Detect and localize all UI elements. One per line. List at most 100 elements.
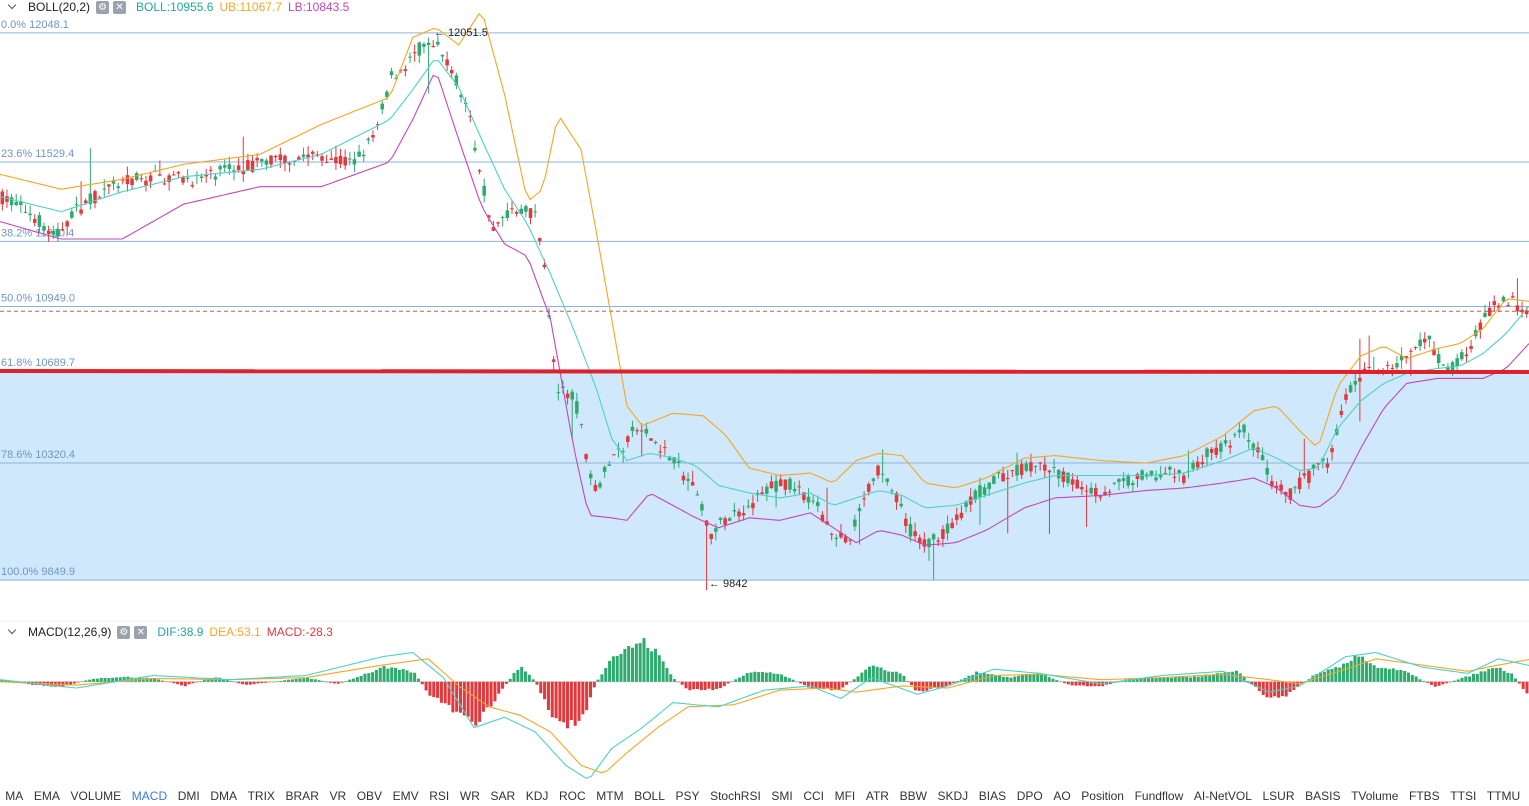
tab-mfi[interactable]: MFI — [834, 789, 856, 803]
macd-histogram-bar — [7, 680, 11, 682]
candle — [412, 44, 417, 62]
macd-histogram-bar — [0, 679, 4, 682]
tab-dpo[interactable]: DPO — [1016, 789, 1043, 803]
close-icon[interactable]: ✕ — [134, 625, 148, 639]
candle — [361, 149, 366, 162]
tab-dmi[interactable]: DMI — [177, 789, 200, 803]
candle — [9, 194, 14, 212]
collapse-chevron-icon[interactable] — [8, 627, 18, 637]
candle — [255, 153, 259, 168]
gear-icon[interactable]: ⚙ — [117, 625, 131, 639]
macd-histogram-bar — [202, 680, 206, 682]
tab-volume[interactable]: VOLUME — [70, 789, 122, 803]
macd-histogram-bar — [378, 667, 382, 682]
macd-histogram-bar — [757, 672, 761, 682]
support-line[interactable] — [0, 369, 1529, 375]
tab-bias[interactable]: BIAS — [978, 789, 1007, 803]
candle — [371, 130, 375, 142]
tab-fundflow[interactable]: Fundflow — [1134, 789, 1184, 803]
tab-skdj[interactable]: SKDJ — [937, 789, 969, 803]
candle — [1038, 461, 1042, 471]
candle — [1487, 301, 1492, 317]
macd-histogram-bar — [401, 669, 405, 682]
candle — [148, 171, 153, 189]
close-icon[interactable]: ✕ — [113, 0, 127, 14]
macd-histogram-bar — [88, 679, 92, 682]
tab-psy[interactable]: PSY — [675, 789, 700, 803]
tab-ema[interactable]: EMA — [33, 789, 60, 803]
tab-macd[interactable]: MACD — [131, 789, 168, 803]
macd-histogram-bar — [1154, 677, 1158, 682]
macd-histogram-bar — [936, 681, 940, 689]
tab-brar[interactable]: BRAR — [285, 789, 319, 803]
gear-icon[interactable]: ⚙ — [96, 0, 110, 14]
tab-kdj[interactable]: KDJ — [525, 789, 549, 803]
tab-ttmu[interactable]: TTMU — [1486, 789, 1521, 803]
tab-position[interactable]: Position — [1081, 789, 1124, 803]
macd-histogram-bar — [818, 681, 822, 689]
macd-histogram-bar — [940, 681, 944, 688]
tab-dma[interactable]: DMA — [210, 789, 237, 803]
candle — [1223, 434, 1228, 447]
collapse-chevron-icon[interactable] — [8, 2, 18, 12]
candle — [236, 157, 241, 173]
macd-histogram-bar — [707, 681, 711, 689]
tab-stochrsi[interactable]: StochRSI — [710, 789, 761, 803]
fib-label: 23.6% 11529.4 — [1, 148, 74, 160]
tab-tvolume[interactable]: TVolume — [1351, 789, 1399, 803]
macd-histogram-bar — [141, 678, 145, 682]
candle — [959, 505, 964, 521]
tab-ai-bsi[interactable]: AI-BSI — [1526, 789, 1529, 803]
macd-histogram-bar — [1479, 671, 1483, 682]
macd-histogram-bar — [1471, 673, 1475, 682]
tab-ao[interactable]: AO — [1053, 789, 1071, 803]
candle — [778, 474, 783, 487]
tab-cci[interactable]: CCI — [803, 789, 824, 803]
tab-roc[interactable]: ROC — [559, 789, 586, 803]
tab-basis[interactable]: BASIS — [1305, 789, 1341, 803]
candle — [982, 483, 987, 498]
tab-atr[interactable]: ATR — [865, 789, 889, 803]
tab-ma[interactable]: MA — [5, 789, 24, 803]
candle — [185, 169, 190, 183]
tab-trix[interactable]: TRIX — [247, 789, 275, 803]
macd-histogram-bar — [493, 681, 497, 702]
candle — [598, 480, 602, 489]
tab-wr[interactable]: WR — [459, 789, 480, 803]
macd-histogram-bar — [776, 673, 780, 682]
candle — [783, 478, 788, 496]
macd-histogram-bar — [810, 681, 814, 689]
tab-sar[interactable]: SAR — [490, 789, 516, 803]
tab-smi[interactable]: SMI — [771, 789, 793, 803]
tab-obv[interactable]: OBV — [356, 789, 383, 803]
tab-bbw[interactable]: BBW — [899, 789, 927, 803]
candle — [797, 480, 802, 495]
tab-boll[interactable]: BOLL — [634, 789, 665, 803]
tab-ttsi[interactable]: TTSI — [1450, 789, 1477, 803]
candle — [111, 176, 116, 191]
macd-histogram-bar — [1196, 676, 1200, 682]
price-chart[interactable]: 0.0% 12048.1 23.6% 11529.4 38.2% 11210.4 50… — [0, 13, 1529, 591]
macd-histogram-bar — [1460, 677, 1464, 682]
macd-histogram-bar — [405, 670, 409, 682]
macd-histogram-bar — [206, 678, 210, 682]
tab-ai-netvol[interactable]: AI-NetVOL — [1193, 789, 1252, 803]
fib-label: 78.6% 10320.4 — [1, 449, 75, 461]
tab-ftbs[interactable]: FTBS — [1409, 789, 1440, 803]
tab-emv[interactable]: EMV — [392, 789, 419, 803]
tab-rsi[interactable]: RSI — [429, 789, 450, 803]
tab-mtm[interactable]: MTM — [596, 789, 624, 803]
macd-histogram-bar — [1403, 670, 1407, 682]
tab-vr[interactable]: VR — [329, 789, 347, 803]
macd-chart[interactable] — [0, 638, 1529, 779]
macd-histogram-bar — [1036, 672, 1040, 682]
macd-histogram-bar — [1192, 676, 1196, 682]
tab-lsur[interactable]: LSUR — [1262, 789, 1295, 803]
macd-histogram-bar — [111, 677, 115, 682]
candle — [565, 389, 570, 405]
candle — [1422, 332, 1427, 350]
candle — [269, 155, 273, 169]
macd-histogram-bar — [1257, 681, 1261, 692]
candle — [93, 189, 97, 209]
candle — [1483, 304, 1487, 318]
